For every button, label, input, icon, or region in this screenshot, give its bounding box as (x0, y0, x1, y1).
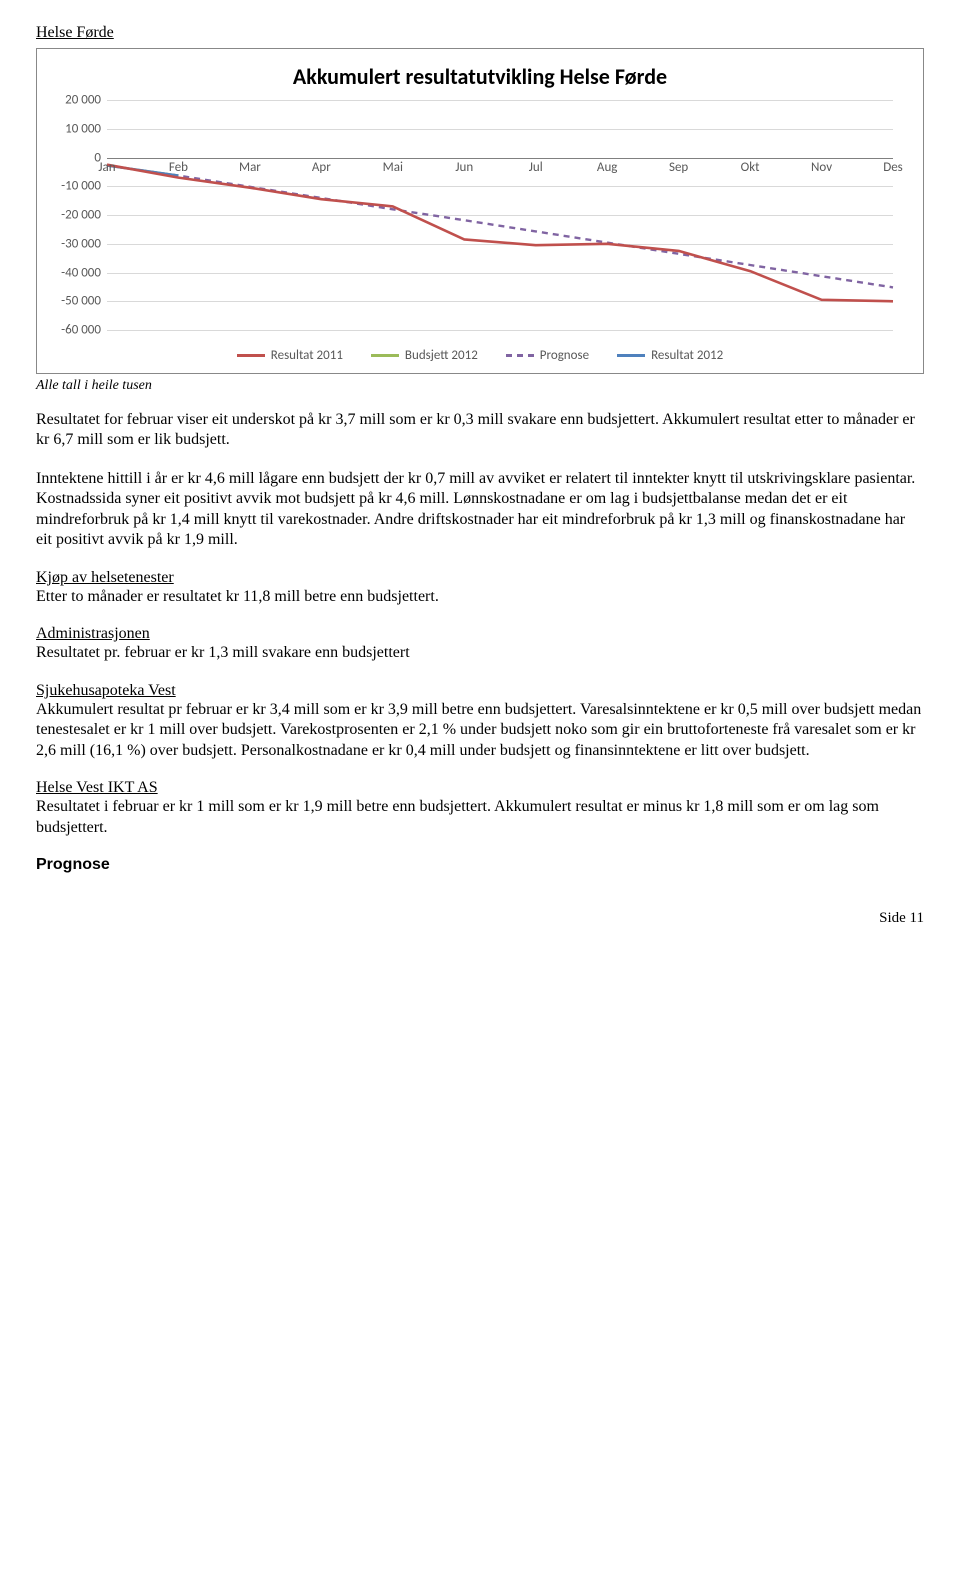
chart-plot: JanFebMarAprMaiJunJulAugSepOktNovDes (107, 100, 893, 330)
paragraph: Resultatet for februar viser eit undersk… (36, 410, 924, 451)
gridline (107, 330, 893, 331)
y-tick-label: -10 000 (47, 179, 101, 194)
subheading-prognose: Prognose (36, 856, 924, 874)
legend-label: Resultat 2011 (271, 348, 343, 363)
legend-swatch (506, 354, 534, 357)
legend-item: Prognose (506, 348, 589, 363)
legend-swatch (371, 354, 399, 357)
legend-label: Budsjett 2012 (405, 348, 478, 363)
x-tick-label: Feb (169, 160, 188, 175)
x-tick-label: Mai (383, 160, 403, 175)
y-tick-label: -40 000 (47, 265, 101, 280)
paragraph: Resultatet pr. februar er kr 1,3 mill sv… (36, 643, 924, 663)
x-tick-label: Mar (239, 160, 261, 175)
x-tick-label: Des (883, 160, 903, 175)
legend-item: Resultat 2012 (617, 348, 723, 363)
subheading: Administrasjonen (36, 625, 924, 643)
chart-title: Akkumulert resultatutvikling Helse Førde (47, 63, 913, 90)
x-tick-label: Aug (597, 160, 617, 175)
chart-plot-area: 20 00010 0000-10 000-20 000-30 000-40 00… (107, 100, 893, 330)
chart-caption: Alle tall i heile tusen (36, 378, 924, 394)
subheading: Sjukehusapoteka Vest (36, 682, 924, 700)
x-tick-label: Apr (312, 160, 331, 175)
paragraph: Resultatet i februar er kr 1 mill som er… (36, 797, 924, 838)
y-tick-label: 10 000 (47, 121, 101, 136)
x-tick-label: Sep (669, 160, 688, 175)
legend-label: Resultat 2012 (651, 348, 723, 363)
legend-item: Resultat 2011 (237, 348, 343, 363)
paragraph: Etter to månader er resultatet kr 11,8 m… (36, 587, 924, 607)
y-tick-label: -30 000 (47, 236, 101, 251)
paragraph: Akkumulert resultat pr februar er kr 3,4… (36, 700, 924, 761)
page-number: Side 11 (36, 910, 924, 927)
x-tick-label: Jan (98, 160, 115, 175)
y-tick-label: -20 000 (47, 208, 101, 223)
chart-legend: Resultat 2011 Budsjett 2012 Prognose Result… (47, 348, 913, 363)
x-tick-label: Nov (811, 160, 832, 175)
x-tick-label: Jun (455, 160, 473, 175)
x-tick-label: Okt (741, 160, 760, 175)
y-tick-label: 20 000 (47, 93, 101, 108)
chart-lines (107, 100, 893, 330)
y-axis-ticks: 20 00010 0000-10 000-20 000-30 000-40 00… (47, 100, 101, 330)
y-tick-label: -50 000 (47, 294, 101, 309)
subheading: Helse Vest IKT AS (36, 779, 924, 797)
y-tick-label: -60 000 (47, 323, 101, 338)
chart-container: Akkumulert resultatutvikling Helse Førde… (36, 48, 924, 374)
paragraph: Inntektene hittill i år er kr 4,6 mill l… (36, 469, 924, 551)
y-tick-label: 0 (47, 150, 101, 165)
legend-label: Prognose (540, 348, 589, 363)
section-heading: Helse Førde (36, 24, 924, 42)
series-resultat2011 (107, 165, 893, 302)
x-tick-label: Jul (529, 160, 543, 175)
legend-item: Budsjett 2012 (371, 348, 478, 363)
subheading: Kjøp av helsetenester (36, 569, 924, 587)
legend-swatch (617, 354, 645, 357)
legend-swatch (237, 354, 265, 357)
